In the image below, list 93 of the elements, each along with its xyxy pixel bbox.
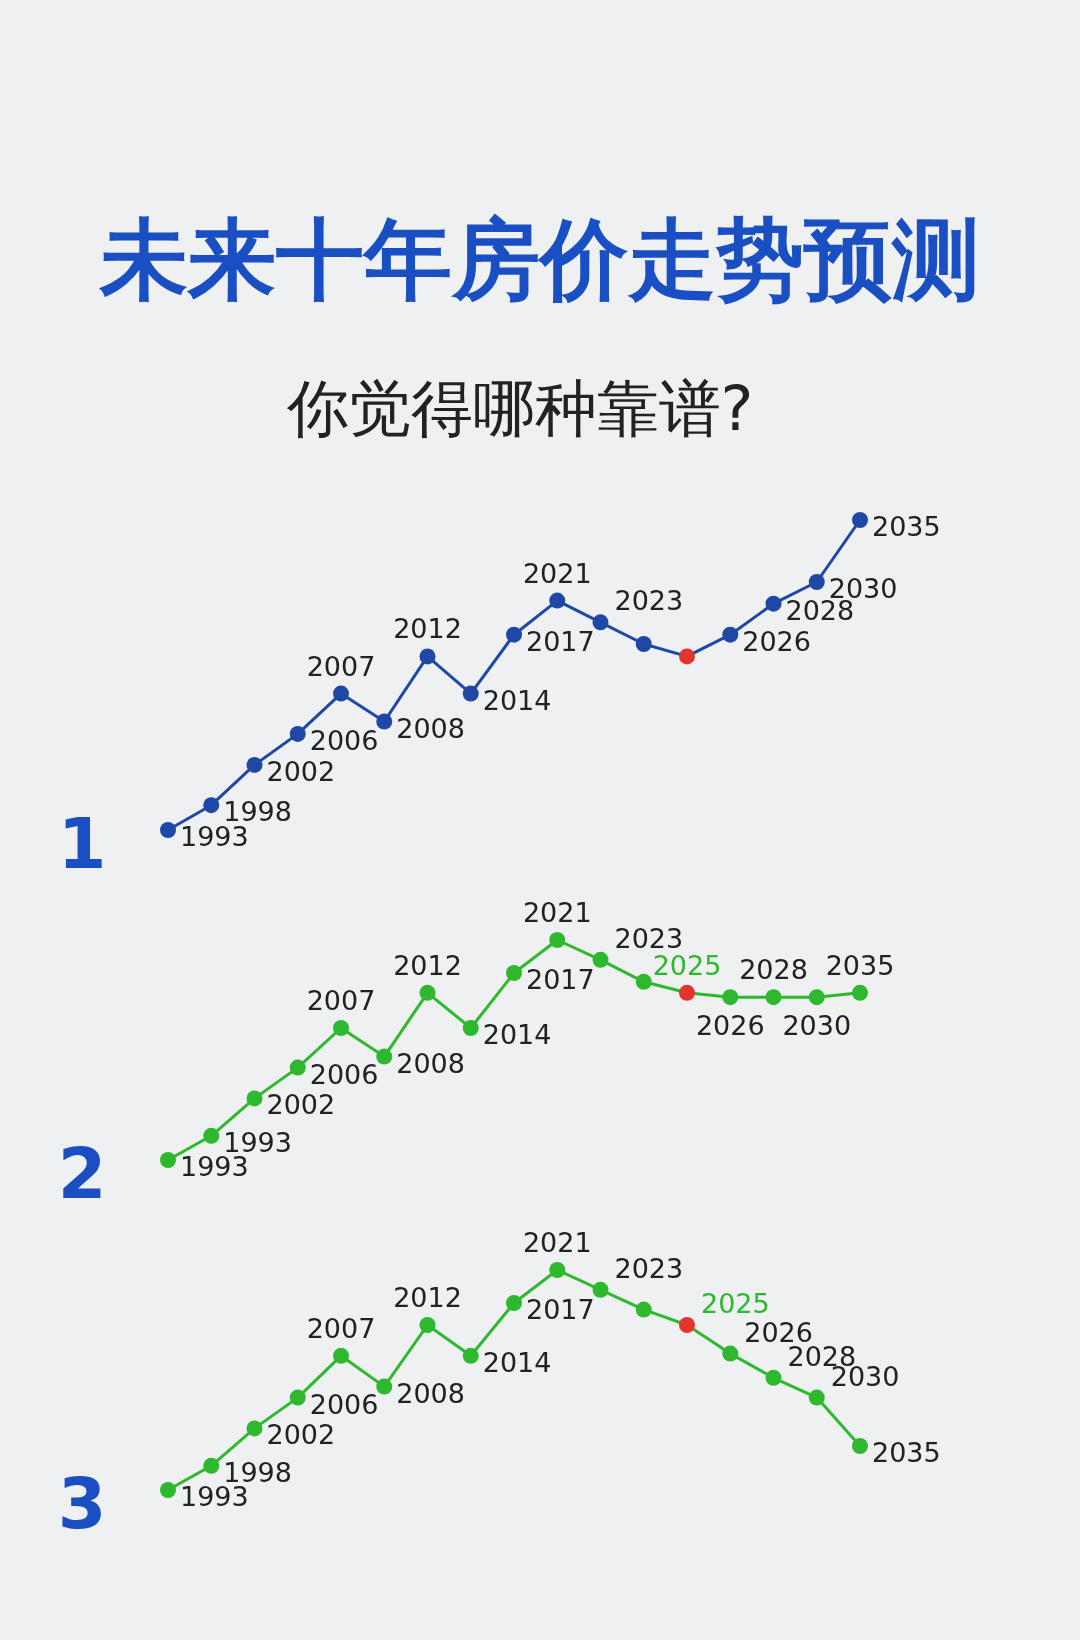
annotation: 2012	[393, 1282, 462, 1313]
point	[506, 965, 522, 981]
point	[679, 1317, 695, 1333]
annotation: 1993	[180, 821, 249, 852]
point	[246, 1090, 263, 1107]
point	[419, 648, 436, 665]
point	[549, 592, 566, 609]
annotation: 2006	[309, 724, 379, 756]
text: 3	[57, 1463, 107, 1545]
point	[289, 1059, 306, 1076]
point	[160, 1152, 176, 1168]
point	[160, 1482, 176, 1498]
annotation: 2012	[393, 613, 462, 645]
point	[722, 989, 739, 1006]
point	[462, 685, 479, 702]
point	[679, 648, 695, 665]
annotation: 2017	[526, 625, 595, 657]
annotation: 2023	[614, 585, 684, 617]
annotation: 1993	[180, 1151, 249, 1182]
annotation: 2006	[309, 1388, 379, 1420]
point	[549, 1262, 566, 1278]
point	[289, 725, 306, 742]
text: 未来十年房价走势预测	[98, 208, 980, 311]
annotation: 2035	[872, 1437, 941, 1468]
annotation: 2008	[396, 1377, 465, 1409]
text: 2021	[522, 1227, 592, 1258]
point	[852, 1438, 868, 1454]
point	[376, 713, 393, 730]
annotation: 2002	[266, 755, 336, 787]
annotation: 2002	[266, 1419, 336, 1451]
annotation: 2002	[266, 1089, 336, 1121]
point	[765, 595, 782, 612]
point	[765, 989, 782, 1006]
annotation: 2023	[614, 1252, 684, 1284]
point	[808, 989, 825, 1006]
point	[462, 1347, 479, 1364]
point	[635, 1301, 652, 1318]
annotation: 1993	[180, 1481, 249, 1512]
point	[160, 822, 176, 838]
point	[808, 1389, 825, 1406]
point	[852, 984, 868, 1001]
annotation: 2014	[482, 1019, 552, 1050]
point	[333, 1020, 349, 1036]
text: 1	[57, 803, 107, 885]
annotation: 2035	[825, 949, 895, 981]
annotation: 2017	[526, 1294, 595, 1325]
annotation: 2025	[701, 1288, 770, 1319]
point	[635, 636, 652, 652]
point	[592, 1281, 609, 1298]
point	[808, 574, 825, 590]
point	[549, 932, 566, 948]
point	[506, 1295, 522, 1311]
point	[506, 626, 522, 643]
point	[333, 685, 349, 702]
point	[765, 1369, 782, 1386]
annotation: 2014	[482, 1346, 552, 1378]
annotation: 2026	[742, 625, 811, 657]
annotation: 2008	[396, 712, 465, 744]
annotation: 2028	[739, 954, 808, 986]
point	[592, 951, 609, 968]
point	[722, 626, 739, 643]
point	[203, 1127, 220, 1144]
point	[679, 984, 695, 1001]
point	[462, 1020, 479, 1036]
point	[852, 512, 868, 528]
text: 2	[57, 1133, 107, 1215]
point	[419, 1317, 436, 1333]
annotation: 2014	[482, 684, 552, 716]
point	[289, 1389, 306, 1406]
annotation: 2008	[396, 1047, 465, 1079]
point	[246, 1420, 263, 1437]
annotation: 2021	[522, 557, 592, 589]
point	[419, 984, 436, 1001]
annotation: 2012	[393, 949, 462, 981]
annotation: 2017	[526, 964, 595, 995]
point	[203, 1457, 220, 1474]
point	[635, 973, 652, 990]
text: 你觉得哪种靠谱?	[285, 372, 754, 445]
annotation: 2007	[306, 1312, 376, 1344]
point	[203, 797, 220, 814]
point	[722, 1345, 739, 1362]
point	[376, 1378, 393, 1395]
annotation: 2026	[695, 1010, 765, 1042]
point	[246, 756, 263, 773]
point	[592, 614, 609, 631]
annotation: 2007	[306, 650, 376, 682]
annotation: 2007	[306, 985, 376, 1016]
annotation: 2030	[782, 1010, 852, 1042]
annotation: 2006	[309, 1058, 379, 1090]
point	[333, 1347, 349, 1364]
annotation: 2035	[872, 511, 941, 542]
text: 2021	[522, 897, 592, 928]
point	[376, 1048, 393, 1065]
